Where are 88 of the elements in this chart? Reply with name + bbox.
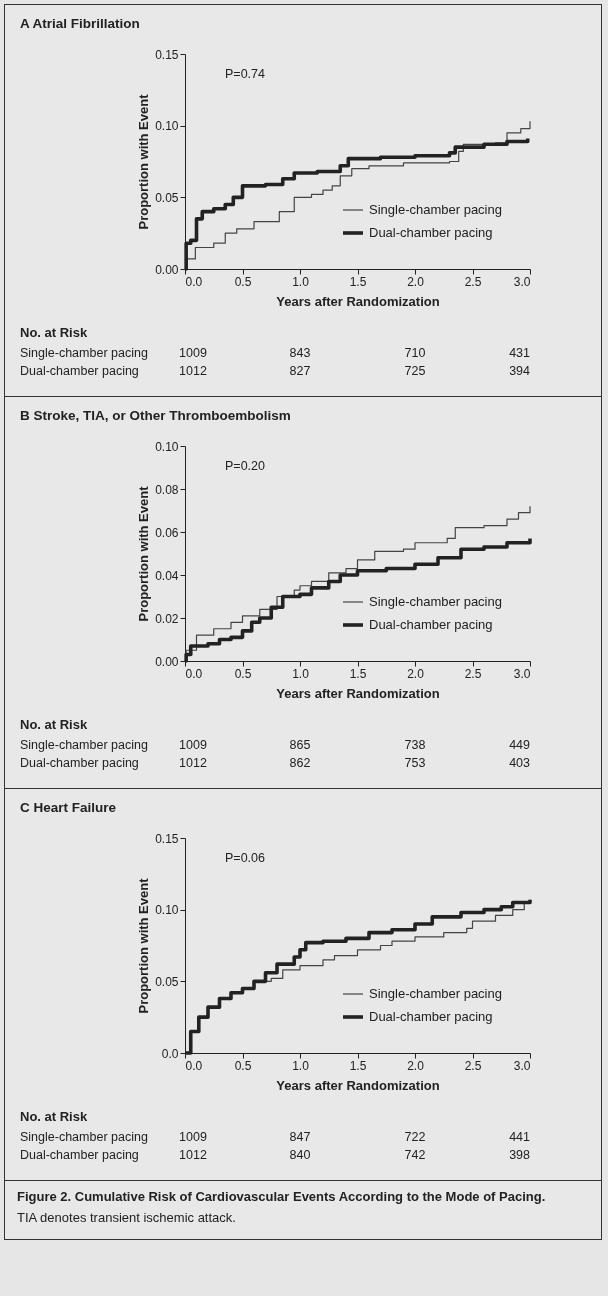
x-tick-label: 1.5	[349, 274, 367, 289]
y-tick-label: 0.15	[155, 831, 179, 846]
legend-label: Dual-chamber pacing	[369, 1009, 493, 1024]
caption: Figure 2. Cumulative Risk of Cardiovascular Events According to the Mode of Pacing.	[17, 1189, 547, 1204]
y-tick-label: 0.15	[155, 47, 179, 62]
text: No. at Risk	[20, 717, 88, 732]
text: 827	[289, 364, 311, 378]
text: Dual-chamber pacing	[20, 364, 139, 378]
text: 394	[509, 364, 531, 378]
x-tick-label: 0.0	[185, 1058, 203, 1073]
x-tick-label: 3.0	[513, 1058, 531, 1073]
x-tick-label: 1.0	[292, 274, 310, 289]
annotation: P=0.06	[225, 851, 266, 865]
y-axis-title: Proportion with Event	[136, 877, 152, 1014]
text: 449	[509, 738, 531, 752]
text: 1012	[179, 364, 207, 378]
text: 710	[404, 346, 426, 360]
y-tick-label: 0.05	[155, 974, 179, 989]
text: 725	[404, 364, 426, 378]
y-tick-label: 0.10	[155, 439, 179, 454]
x-tick-label: 3.0	[513, 274, 531, 289]
text: 738	[404, 738, 426, 752]
annotation: P=0.20	[225, 459, 266, 473]
legend-label: Single-chamber pacing	[369, 594, 502, 609]
x-tick-label: 0.5	[234, 274, 252, 289]
text: 753	[404, 756, 426, 770]
text: No. at Risk	[20, 1109, 88, 1124]
x-tick-label: 1.5	[349, 1058, 367, 1073]
x-tick-label: 1.0	[292, 666, 310, 681]
text: TIA denotes transient ischemic attack.	[17, 1210, 237, 1225]
text: 1012	[179, 756, 207, 770]
x-tick-label: 0.0	[185, 274, 203, 289]
x-tick-label: 3.0	[513, 666, 531, 681]
x-tick-label: 0.0	[185, 666, 203, 681]
x-tick-label: 1.5	[349, 666, 367, 681]
text: 843	[289, 346, 311, 360]
chart-title: B Stroke, TIA, or Other Thromboembolism	[20, 407, 291, 423]
text: Dual-chamber pacing	[20, 756, 139, 770]
text: 441	[509, 1130, 531, 1144]
x-axis-title: Years after Randomization	[276, 293, 440, 309]
legend-label: Dual-chamber pacing	[369, 225, 493, 240]
legend-label: Dual-chamber pacing	[369, 617, 493, 632]
x-tick-label: 2.0	[407, 1058, 425, 1073]
text: 403	[509, 756, 531, 770]
text: 398	[509, 1148, 531, 1162]
y-tick-label: 0.06	[155, 525, 179, 540]
text: 865	[289, 738, 311, 752]
x-axis-title: Years after Randomization	[276, 1077, 440, 1093]
annotation: P=0.74	[225, 67, 266, 81]
y-tick-label: 0.00	[155, 654, 179, 669]
text: 742	[404, 1148, 426, 1162]
text: 1009	[179, 738, 207, 752]
x-tick-label: 0.5	[234, 666, 252, 681]
text: Single-chamber pacing	[20, 738, 148, 752]
x-axis-title: Years after Randomization	[276, 685, 440, 701]
y-tick-label: 0.04	[155, 568, 179, 583]
text: 1012	[179, 1148, 207, 1162]
text: Single-chamber pacing	[20, 1130, 148, 1144]
text: C Heart Failure	[20, 799, 117, 815]
text: 1009	[179, 1130, 207, 1144]
text: 431	[509, 346, 531, 360]
legend-label: Single-chamber pacing	[369, 986, 502, 1001]
y-tick-label: 0.02	[155, 611, 179, 626]
y-axis-title: Proportion with Event	[136, 485, 152, 622]
chart-title: A Atrial Fibrillation	[20, 15, 140, 31]
text: 840	[289, 1148, 311, 1162]
text: Dual-chamber pacing	[20, 1148, 139, 1162]
y-tick-label: 0.10	[155, 119, 179, 134]
x-tick-label: 1.0	[292, 1058, 310, 1073]
text: 862	[289, 756, 311, 770]
x-tick-label: 2.0	[407, 666, 425, 681]
legend-label: Single-chamber pacing	[369, 202, 502, 217]
x-tick-label: 2.5	[464, 666, 482, 681]
y-tick-label: 0.10	[155, 903, 179, 918]
y-tick-label: 0.00	[155, 262, 179, 277]
y-tick-label: 0.08	[155, 482, 179, 497]
y-axis-title: Proportion with Event	[136, 93, 152, 230]
y-tick-label: 0.05	[155, 190, 179, 205]
x-tick-label: 0.5	[234, 1058, 252, 1073]
x-tick-label: 2.0	[407, 274, 425, 289]
x-tick-label: 2.5	[464, 274, 482, 289]
text: 722	[404, 1130, 426, 1144]
text: No. at Risk	[20, 325, 88, 340]
text: Single-chamber pacing	[20, 346, 148, 360]
text: 847	[289, 1130, 311, 1144]
text: 1009	[179, 346, 207, 360]
y-tick-label: 0.0	[161, 1046, 179, 1061]
x-tick-label: 2.5	[464, 1058, 482, 1073]
